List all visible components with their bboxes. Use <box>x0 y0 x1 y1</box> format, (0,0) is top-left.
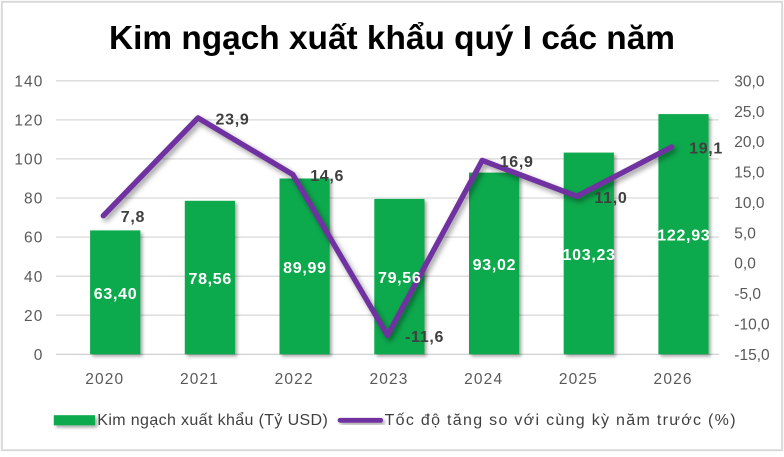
svg-text:Tốc độ tăng so với cùng kỳ năm: Tốc độ tăng so với cùng kỳ năm trước (%) <box>385 412 737 429</box>
svg-text:16,9: 16,9 <box>500 154 534 171</box>
svg-text:Kim ngạch xuất khẩu quý I các: Kim ngạch xuất khẩu quý I các năm <box>109 20 675 57</box>
svg-text:-5,0: -5,0 <box>734 286 761 303</box>
svg-text:140: 140 <box>14 73 43 90</box>
svg-text:79,56: 79,56 <box>378 270 422 287</box>
svg-text:40: 40 <box>24 269 43 286</box>
svg-text:63,40: 63,40 <box>94 286 138 303</box>
svg-text:0: 0 <box>34 347 44 364</box>
svg-text:2026: 2026 <box>654 371 693 388</box>
svg-text:100: 100 <box>14 152 43 169</box>
svg-text:2022: 2022 <box>275 371 314 388</box>
svg-text:120: 120 <box>14 113 43 130</box>
svg-text:30,0: 30,0 <box>734 73 765 90</box>
svg-text:2020: 2020 <box>85 371 124 388</box>
svg-text:-11,6: -11,6 <box>405 329 444 346</box>
svg-text:89,99: 89,99 <box>283 260 327 277</box>
svg-text:80: 80 <box>24 191 43 208</box>
svg-text:20,0: 20,0 <box>734 134 765 151</box>
svg-text:7,8: 7,8 <box>121 209 145 226</box>
svg-text:78,56: 78,56 <box>188 271 232 288</box>
svg-text:19,1: 19,1 <box>689 141 723 158</box>
svg-text:14,6: 14,6 <box>310 168 344 185</box>
svg-text:2023: 2023 <box>369 371 408 388</box>
svg-text:10,0: 10,0 <box>734 195 765 212</box>
svg-text:5,0: 5,0 <box>734 225 756 242</box>
svg-text:11,0: 11,0 <box>594 190 627 207</box>
svg-text:60: 60 <box>24 230 43 247</box>
svg-text:122,93: 122,93 <box>657 228 710 245</box>
svg-text:2025: 2025 <box>559 371 598 388</box>
svg-text:-10,0: -10,0 <box>734 317 770 334</box>
svg-text:0,0: 0,0 <box>734 256 756 273</box>
svg-text:-15,0: -15,0 <box>734 347 770 364</box>
svg-text:20: 20 <box>24 308 43 325</box>
svg-text:23,9: 23,9 <box>216 111 250 128</box>
svg-text:25,0: 25,0 <box>734 104 765 121</box>
svg-text:15,0: 15,0 <box>734 165 765 182</box>
svg-text:103,23: 103,23 <box>563 247 616 264</box>
svg-text:2021: 2021 <box>180 371 219 388</box>
svg-text:Kim ngạch xuất khẩu (Tỷ USD): Kim ngạch xuất khẩu (Tỷ USD) <box>97 411 328 429</box>
svg-text:2024: 2024 <box>464 371 503 388</box>
svg-text:93,02: 93,02 <box>473 257 517 274</box>
